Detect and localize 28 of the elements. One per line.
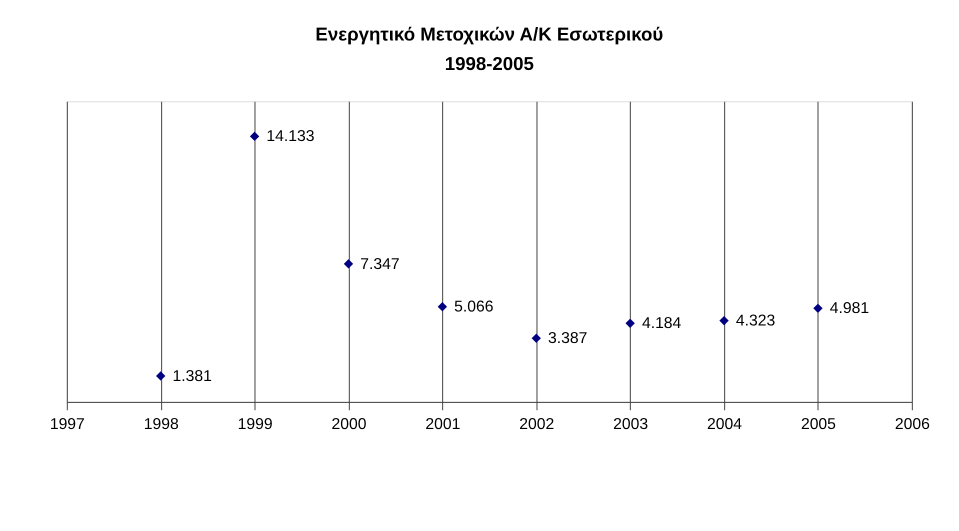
- point: [250, 132, 260, 141]
- data-label: 4.323: [736, 312, 776, 330]
- x-tick-label: 2001: [425, 416, 460, 433]
- x-tick-label: 2000: [331, 416, 367, 433]
- x-tick-label: 2002: [519, 416, 554, 433]
- point: [438, 302, 448, 312]
- point: [719, 316, 729, 326]
- data-label: 4.184: [642, 315, 682, 332]
- x-tick-label: 1999: [238, 416, 273, 433]
- point: [344, 259, 354, 269]
- x-tick-label: 2004: [707, 416, 742, 433]
- x-tick-label: 1997: [50, 416, 85, 433]
- data-label: 7.347: [360, 256, 400, 273]
- data-label: 3.387: [548, 330, 588, 348]
- data-label: 5.066: [454, 298, 494, 316]
- point: [156, 371, 166, 381]
- data-label: 14.133: [266, 128, 315, 146]
- point: [626, 318, 635, 328]
- x-tick-label: 1998: [144, 416, 179, 433]
- x-tick-label: 2006: [894, 416, 930, 433]
- chart-title: Ενεργητικό Μετοχικών Α/Κ Εσωτερικού: [315, 23, 664, 44]
- point: [532, 334, 541, 343]
- x-tick-label: 2003: [613, 416, 648, 433]
- x-tick-label: 2005: [800, 416, 836, 433]
- chart-subtitle: 1998-2005: [444, 52, 534, 74]
- data-label: 1.381: [172, 368, 212, 385]
- point: [813, 304, 823, 313]
- data-label: 4.981: [830, 300, 870, 318]
